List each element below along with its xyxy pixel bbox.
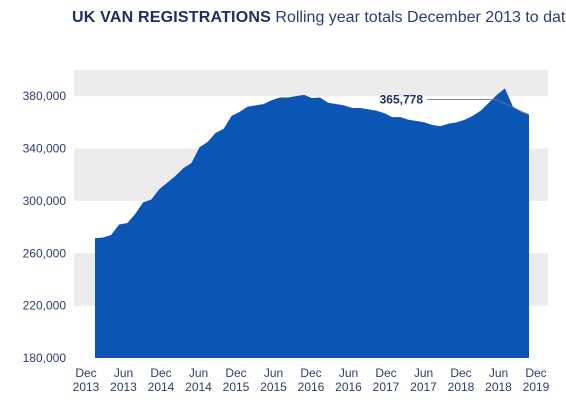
annotation-label: 365,778 — [380, 92, 424, 106]
x-tick-label: Jun 2017 — [410, 366, 437, 394]
annotation-leader-line — [495, 99, 530, 116]
chart-title-main: UK VAN REGISTRATIONS — [72, 9, 271, 26]
y-tick-label: 220,000 — [23, 299, 67, 313]
x-tick-label: Dec 2018 — [448, 366, 475, 394]
grid-band — [74, 70, 548, 97]
x-tick-label: Dec 2015 — [223, 366, 250, 394]
x-tick-label: Jun 2018 — [485, 366, 512, 394]
y-tick-label: 180,000 — [23, 351, 67, 365]
annotation-group: 365,778 — [380, 92, 530, 116]
x-tick-label: Dec 2017 — [373, 366, 400, 394]
series-area-group — [95, 88, 529, 358]
x-tick-label: Jun 2013 — [110, 366, 137, 394]
chart-subtitle: Rolling year totals December 2013 to dat… — [275, 9, 566, 26]
y-tick-label: 260,000 — [23, 246, 67, 260]
x-tick-label: Dec 2014 — [148, 366, 175, 394]
x-tick-label: Dec 2016 — [298, 366, 325, 394]
y-tick-label: 340,000 — [23, 142, 67, 156]
x-tick-label: Jun 2016 — [335, 366, 362, 394]
x-tick-label: Jun 2014 — [185, 366, 212, 394]
y-axis-ticks: 180,000 220,000 260,000 300,000 340,000 380,0… — [23, 89, 67, 365]
series-area — [95, 88, 529, 358]
x-tick-label: Dec 2013 — [73, 366, 100, 394]
x-tick-label: Jun 2015 — [260, 366, 287, 394]
chart-title: UK VAN REGISTRATIONS Rolling year totals… — [72, 8, 566, 28]
x-axis-ticks: Dec 2013 Jun 2013 Dec 2014 Jun 2014 Dec 2015 Jun 20… — [73, 366, 550, 394]
y-tick-label: 380,000 — [23, 89, 67, 103]
y-tick-label: 300,000 — [23, 194, 67, 208]
x-tick-label: Dec 2019 — [523, 366, 550, 394]
